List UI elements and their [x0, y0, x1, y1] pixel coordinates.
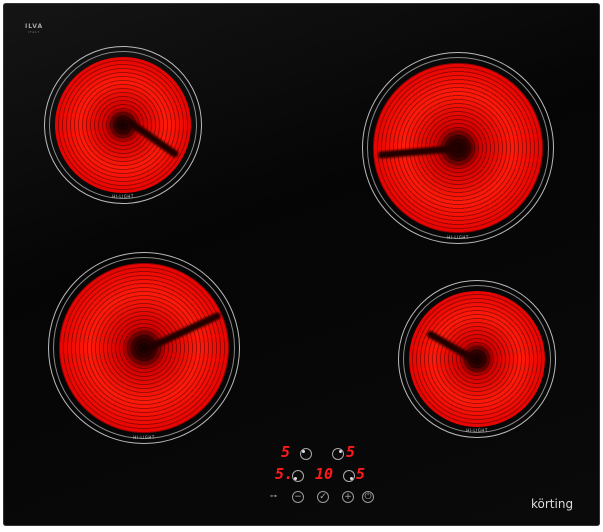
zone-level-display-br: 5	[356, 465, 366, 483]
zone-select-bl-button[interactable]	[292, 470, 304, 482]
zone-level-display-tl: 5	[281, 443, 291, 461]
cooking-zone-top-left: HI-LIGHT	[44, 46, 202, 204]
cooking-zone-bottom-left: HI-LIGHT	[48, 252, 240, 444]
zone-select-tl-button[interactable]	[300, 448, 312, 460]
key-lock-icon[interactable]: ⊶	[270, 492, 277, 500]
timer-display: 10	[315, 465, 334, 483]
plus-button[interactable]: +	[342, 491, 354, 503]
cooking-zone-top-right: HI-LIGHT	[362, 52, 554, 244]
logo: ILVA ITALY	[25, 23, 44, 34]
zone-select-br-button[interactable]	[343, 470, 355, 482]
timer-button[interactable]: ✓	[317, 491, 329, 503]
cooking-zone-bottom-right: HI-LIGHT	[398, 280, 556, 438]
zone-level-display-tr: 5	[346, 443, 356, 461]
zone-select-tr-button[interactable]	[332, 448, 344, 460]
power-button[interactable]: ⏻	[362, 491, 374, 503]
zone-level-display-bl: 5.	[275, 465, 294, 483]
cooktop: ILVA ITALY HI-LIGHT HI-LIGHT HI-LIGHT HI-…	[3, 3, 600, 526]
minus-button[interactable]: −	[292, 491, 304, 503]
brand-logo: körting	[531, 497, 574, 511]
